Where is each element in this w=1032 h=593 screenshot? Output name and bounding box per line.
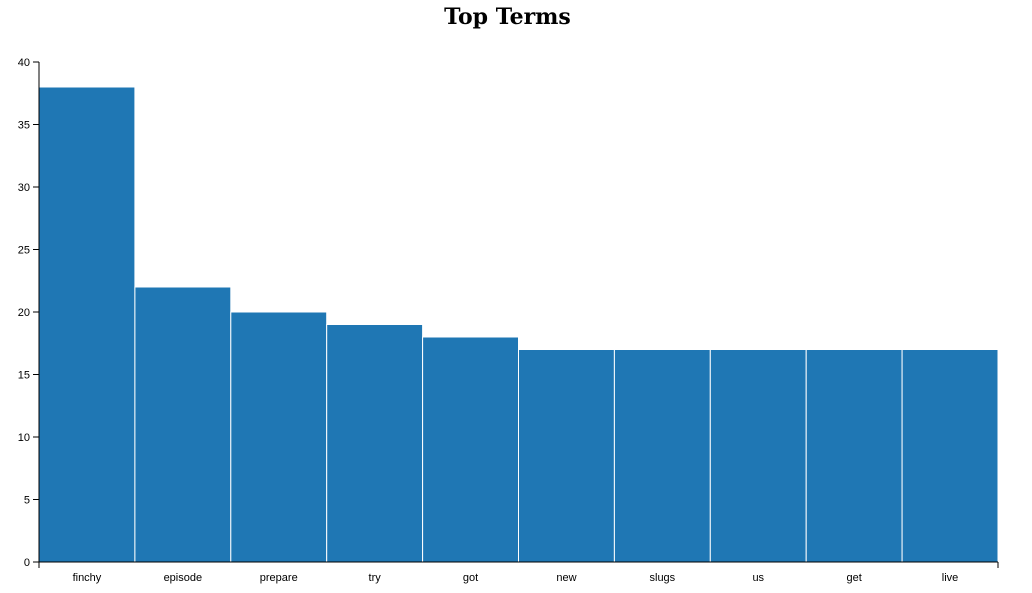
bar-finchy [38, 86, 136, 563]
x-tick-label: prepare [260, 572, 298, 584]
x-tick-label: new [556, 572, 576, 584]
y-axis: 0 5 10 15 20 25 30 35 40 [18, 57, 40, 569]
bar-get [805, 349, 903, 563]
y-tick-label: 30 [18, 182, 30, 194]
bar-new [518, 349, 615, 563]
y-tick-label: 35 [18, 120, 30, 132]
y-tick-label: 5 [24, 495, 30, 507]
y-tick-label: 15 [18, 370, 30, 382]
bar-slugs [613, 349, 711, 563]
bar-got [422, 336, 520, 563]
x-tick-label: episode [164, 572, 203, 584]
bar-us [709, 349, 807, 563]
x-axis: finchy episode prepare try got new slugs us get l… [38, 561, 999, 584]
bar-episode [134, 286, 232, 563]
y-tick-label: 40 [18, 57, 30, 69]
x-tick-label: live [942, 572, 959, 584]
y-tick-label: 25 [18, 245, 30, 257]
x-tick-label: us [752, 572, 764, 584]
x-tick-label: finchy [73, 572, 102, 584]
x-tick-label: slugs [650, 572, 676, 584]
bar-live [901, 349, 999, 563]
chart-title: Top Terms [444, 4, 571, 30]
x-tick-label: get [847, 572, 862, 584]
bar-try [326, 324, 424, 563]
y-tick-label: 0 [24, 557, 30, 569]
x-tick-label: try [369, 572, 382, 584]
x-tick-label: got [463, 572, 478, 584]
y-tick-label: 10 [18, 432, 30, 444]
bars-group [38, 86, 999, 563]
bar-prepare [230, 311, 328, 563]
y-tick-label: 20 [18, 307, 30, 319]
